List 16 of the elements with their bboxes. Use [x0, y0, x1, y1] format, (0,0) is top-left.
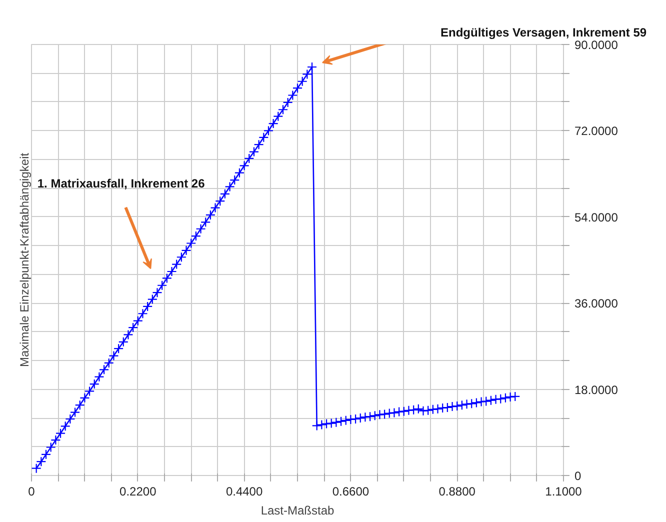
y-tick-label: 72.0000 — [574, 124, 618, 138]
x-tick-label: 0 — [28, 484, 36, 498]
x-tick-label: 0.4400 — [226, 484, 263, 498]
x-tick-label: 0.6600 — [332, 484, 370, 498]
x-tick-label: 0.2200 — [120, 484, 157, 498]
y-tick-label: 36.0000 — [574, 296, 618, 311]
x-axis-title: Last-Maßstab — [260, 504, 335, 518]
x-tick-label: 1.1000 — [545, 484, 582, 498]
y-tick-label: 18.0000 — [574, 382, 618, 397]
y-tick-label: 90.0000 — [574, 38, 618, 52]
y-axis-title: Maximale Einzelpunkt-Kraftabhängigkeit — [18, 152, 32, 368]
y-tick-label: 54.0000 — [574, 210, 618, 224]
text: Endgültiges Versagen, Inkrement 59 — [440, 26, 647, 40]
annotation: 1. Matrixausfall, Inkrement 26 — [37, 176, 206, 191]
y-tick-label: 0 — [574, 469, 582, 483]
x-tick-label: 0.8800 — [438, 484, 476, 498]
